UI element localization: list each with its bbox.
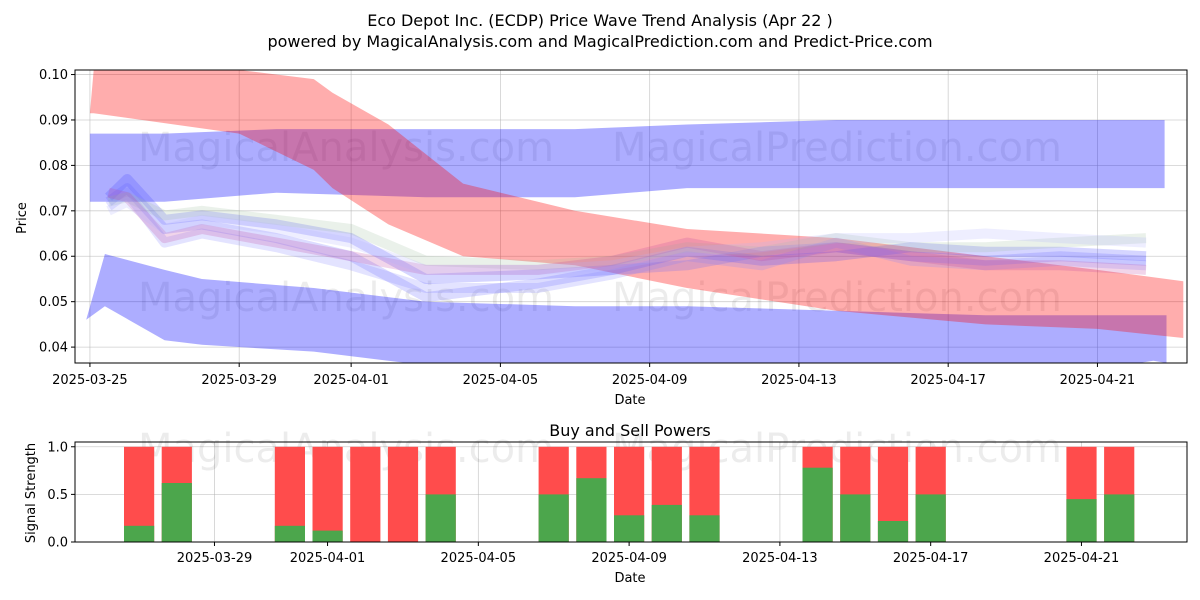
bottom-x-tick-label: 2025-04-09 — [591, 551, 667, 566]
wave-trace — [106, 196, 1147, 275]
buy-sell-bars — [124, 446, 1135, 542]
sell-bar — [387, 446, 419, 542]
buy-bar — [689, 515, 720, 542]
wave-trace — [107, 187, 1147, 275]
bottom-x-ticks: 2025-03-29 2025-04-01 2025-04-05 2025-04-09… — [177, 542, 1120, 566]
top-y-tick-label: 0.06 — [39, 250, 68, 265]
buy-bar — [915, 494, 946, 542]
top-x-tick-label: 2025-03-29 — [201, 373, 277, 388]
buy-bar — [1066, 499, 1097, 542]
watermark-prediction: MagicalPrediction.com — [612, 125, 1062, 171]
sell-bar — [350, 446, 381, 542]
buy-bar — [840, 494, 871, 542]
top-y-ticks: 0.04 0.05 0.06 0.07 0.08 0.09 0.10 — [39, 68, 75, 356]
price-band — [89, 70, 1184, 338]
watermark-prediction-2: MagicalPrediction.com — [612, 275, 1062, 321]
wave-trace — [105, 183, 1147, 303]
watermark-analysis-2: MagicalAnalysis.com — [138, 275, 554, 321]
top-y-label: Price — [15, 202, 30, 234]
buy-bar — [576, 478, 607, 542]
buy-bar — [802, 467, 833, 542]
buy-bar — [312, 530, 343, 542]
bottom-x-label: Date — [614, 571, 645, 586]
bottom-plot-frame — [74, 441, 1188, 543]
top-y-tick-label: 0.07 — [39, 204, 68, 219]
watermark-prediction-3: MagicalPrediction.com — [612, 426, 1062, 472]
top-x-tick-label: 2025-04-17 — [910, 373, 986, 388]
top-y-tick-label: 0.09 — [39, 113, 68, 128]
buy-bar — [124, 525, 155, 542]
price-band — [89, 120, 1165, 202]
bottom-y-tick-label: 0.0 — [47, 536, 68, 551]
bottom-x-tick-label: 2025-04-05 — [441, 551, 517, 566]
bottom-x-tick-label: 2025-04-17 — [893, 551, 969, 566]
bottom-x-tick-label: 2025-04-01 — [290, 551, 366, 566]
top-y-tick-label: 0.10 — [39, 68, 68, 83]
buy-bar — [651, 504, 682, 542]
watermark-analysis: MagicalAnalysis.com — [138, 125, 554, 171]
wave-trace — [107, 192, 1147, 271]
bottom-y-tick-label: 1.0 — [47, 440, 68, 455]
buy-bar — [538, 494, 569, 542]
wave-trace — [105, 187, 1147, 293]
top-plot-frame — [74, 69, 1188, 364]
top-grid — [75, 70, 1187, 363]
bottom-x-tick-label: 2025-04-21 — [1044, 551, 1120, 566]
buy-bar — [614, 515, 645, 542]
top-x-ticks: 2025-03-25 2025-03-29 2025-04-01 2025-04-05… — [52, 363, 1135, 388]
top-x-tick-label: 2025-04-09 — [612, 373, 688, 388]
price-bands — [86, 70, 1184, 363]
buy-bar — [1104, 494, 1135, 542]
bottom-x-tick-label: 2025-03-29 — [177, 551, 253, 566]
top-x-tick-label: 2025-04-13 — [761, 373, 837, 388]
buy-bar — [274, 525, 305, 542]
price-band — [86, 254, 1167, 363]
top-y-tick-label: 0.05 — [39, 295, 68, 310]
wave-trace — [105, 174, 1147, 284]
top-y-tick-label: 0.04 — [39, 341, 68, 356]
top-y-tick-label: 0.08 — [39, 159, 68, 174]
top-x-tick-label: 2025-04-05 — [463, 373, 539, 388]
bottom-y-tick-label: 0.5 — [47, 488, 68, 503]
bottom-y-ticks: 0.0 0.5 1.0 — [47, 440, 75, 551]
chart-subtitle: powered by MagicalAnalysis.com and Magic… — [267, 32, 932, 51]
top-x-tick-label: 2025-04-01 — [313, 373, 389, 388]
bottom-x-tick-label: 2025-04-13 — [742, 551, 818, 566]
buy-bar — [425, 494, 456, 542]
buy-bar — [161, 483, 192, 542]
top-x-tick-label: 2025-03-25 — [52, 373, 128, 388]
chart-title: Eco Depot Inc. (ECDP) Price Wave Trend A… — [367, 11, 833, 30]
bottom-y-label: Signal Strength — [24, 443, 39, 543]
watermark-analysis-3: MagicalAnalysis.com — [138, 426, 554, 472]
buy-bar — [877, 521, 909, 542]
top-x-tick-label: 2025-04-21 — [1060, 373, 1136, 388]
wave-traces — [105, 174, 1147, 303]
top-x-label: Date — [614, 393, 645, 408]
price-wave-plot: MagicalAnalysis.com MagicalPrediction.co… — [15, 68, 1188, 408]
bottom-chart-title: Buy and Sell Powers — [549, 421, 711, 440]
sell-bar — [312, 446, 343, 542]
buy-sell-plot: Buy and Sell Powers MagicalAnalysis.com … — [24, 421, 1188, 586]
